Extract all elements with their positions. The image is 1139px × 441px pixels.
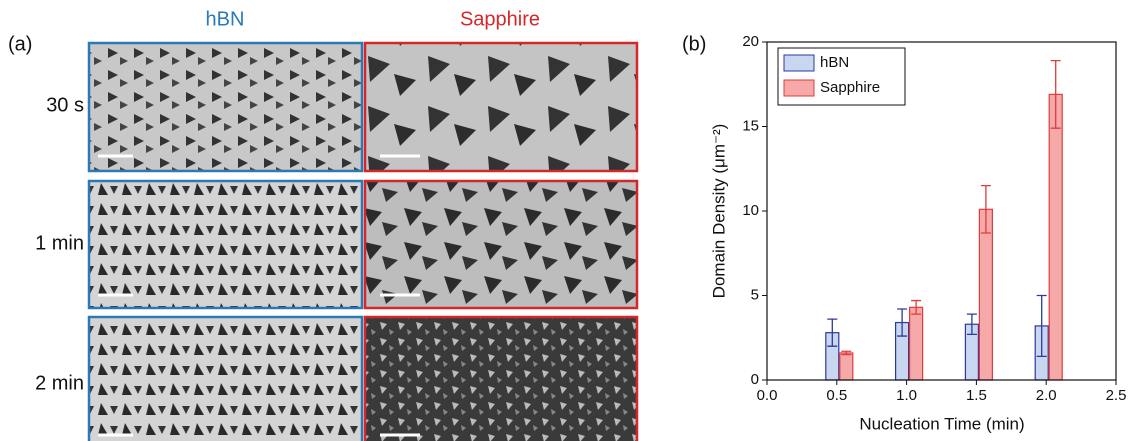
bar xyxy=(910,307,923,380)
y-tick-label: 10 xyxy=(742,202,759,219)
y-tick-label: 15 xyxy=(742,117,759,134)
micrograph xyxy=(365,317,637,441)
legend-swatch xyxy=(784,80,814,96)
x-tick-label: 1.0 xyxy=(896,387,917,404)
micrograph xyxy=(89,43,362,171)
y-tick-label: 0 xyxy=(751,371,759,388)
micrographs xyxy=(89,43,637,441)
y-tick-label: 20 xyxy=(742,33,759,50)
row-label: 30 s xyxy=(46,94,84,116)
panel-label: (a) xyxy=(8,33,32,55)
bar xyxy=(979,209,992,380)
figure: (a) hBN Sapphire 30 s 1 min 2 min (b) Nu… xyxy=(0,0,1139,441)
y-tick-label: 5 xyxy=(751,286,759,303)
micrograph xyxy=(89,317,362,441)
bar xyxy=(1049,94,1062,380)
micrograph xyxy=(365,43,637,171)
legend-label: hBN xyxy=(820,54,849,71)
column-label: hBN xyxy=(206,8,245,30)
legend-label: Sapphire xyxy=(820,79,880,96)
micrograph xyxy=(89,181,362,308)
micrograph xyxy=(365,181,637,308)
legend-swatch xyxy=(784,55,814,71)
column-label: Sapphire xyxy=(460,8,540,30)
x-tick-label: 2.5 xyxy=(1106,387,1127,404)
y-axis-label: Domain Density (μm⁻²) xyxy=(709,124,728,299)
x-tick-label: 0.5 xyxy=(826,387,847,404)
panel-label: (b) xyxy=(682,33,706,55)
row-label: 2 min xyxy=(35,372,84,394)
x-tick-label: 2.0 xyxy=(1036,387,1057,404)
x-axis-label: Nucleation Time (min) xyxy=(859,414,1024,433)
row-label: 1 min xyxy=(35,232,84,254)
x-tick-label: 0.0 xyxy=(757,387,778,404)
bar xyxy=(840,353,853,380)
x-tick-label: 1.5 xyxy=(966,387,987,404)
